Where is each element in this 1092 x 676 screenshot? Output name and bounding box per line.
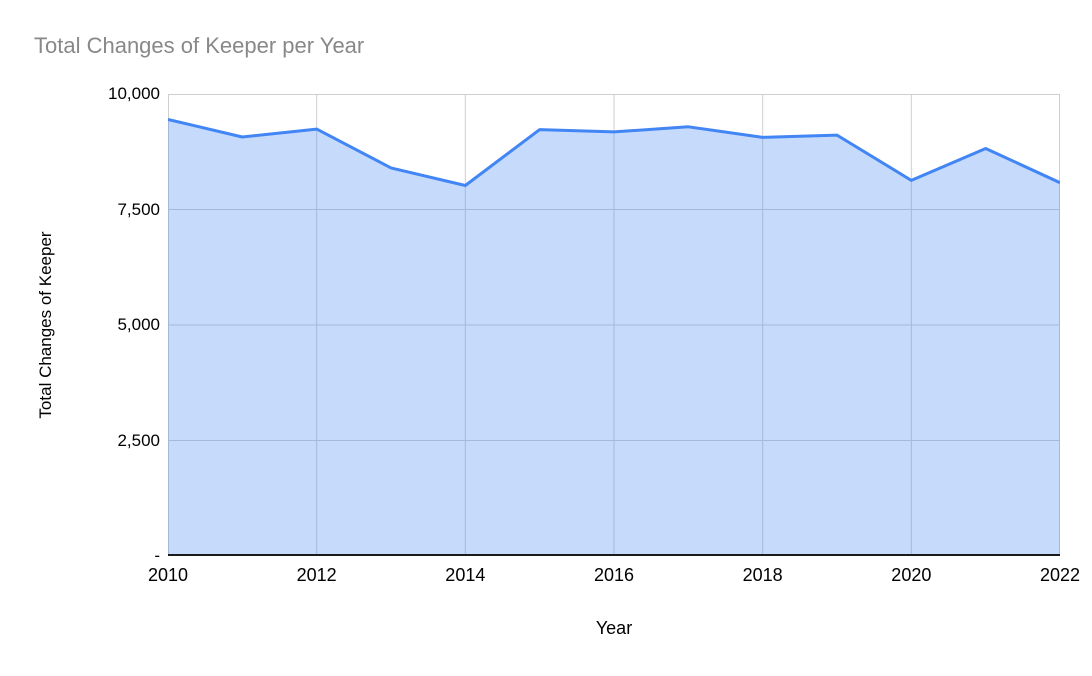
x-axis-tick-labels: 2010 2012 2014 2016 2018 2020 2022 <box>148 565 1080 591</box>
y-tick-label: 7,500 <box>117 199 160 219</box>
x-axis-title: Year <box>595 618 633 638</box>
y-tick-label: 2,500 <box>117 430 160 450</box>
y-tick-label: 5,000 <box>117 315 160 334</box>
x-tick-label: 2010 <box>147 565 189 585</box>
y-tick-label: - <box>154 546 160 565</box>
area-chart-svg <box>168 94 1060 556</box>
x-tick-label: 2014 <box>445 565 486 585</box>
chart-title: Total Changes of Keeper per Year <box>34 33 365 58</box>
x-tick-label: 2022 <box>1039 565 1081 585</box>
y-axis-tick-labels: 10,000 7,500 5,000 2,500 - <box>40 84 160 565</box>
y-tick-label: 10,000 <box>108 84 160 103</box>
x-tick-label: 2020 <box>891 565 932 585</box>
x-tick-label: 2018 <box>742 565 783 585</box>
plot-area <box>168 94 1060 556</box>
x-tick-label: 2016 <box>593 565 635 585</box>
x-tick-label: 2012 <box>296 565 337 585</box>
